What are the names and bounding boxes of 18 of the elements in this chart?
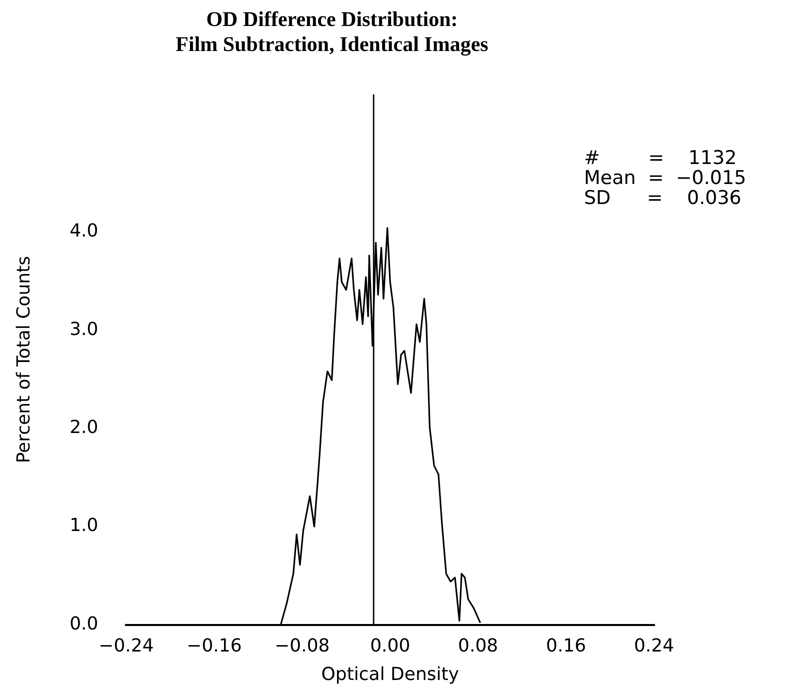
- x-tick-label: −0.08: [274, 635, 330, 656]
- y-axis-title: Percent of Total Counts: [13, 256, 34, 464]
- x-tick-label: −0.24: [98, 635, 154, 656]
- y-tick-label: 4.0: [70, 220, 98, 242]
- x-tick-label: −0.16: [186, 635, 242, 656]
- annotation: # = 1132: [584, 147, 738, 169]
- x-axis-title: Optical Density: [321, 664, 460, 685]
- x-tick-label: 0.24: [634, 635, 674, 656]
- x-tick-label: 0.00: [370, 635, 410, 656]
- y-tick-label: 1.0: [70, 515, 98, 536]
- annotation: Mean = −0.015: [584, 167, 746, 189]
- x-tick-label: 0.08: [458, 635, 498, 656]
- y-tick-label: 0.0: [70, 613, 98, 634]
- y-tick-label: 2.0: [70, 417, 98, 438]
- annotation: SD = 0.036: [584, 187, 742, 209]
- y-tick-label: 3.0: [70, 318, 98, 340]
- chart-title: OD Difference Distribution: Film Subtraction, Identical Images: [176, 7, 488, 56]
- x-tick-label: 0.16: [546, 635, 586, 656]
